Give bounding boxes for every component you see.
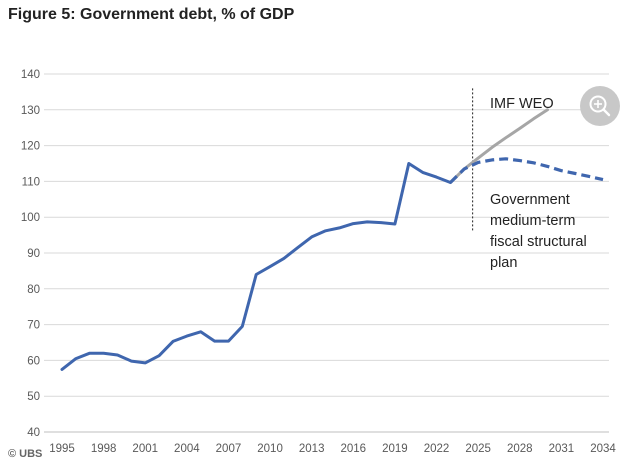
y-tick-label-120: 120 [21, 141, 40, 153]
series-line-0 [60, 162, 452, 371]
x-tick-label-2028: 2028 [507, 443, 533, 455]
y-tick-label-90: 90 [27, 248, 40, 260]
annotation-imf-weo: IMF WEO [490, 96, 554, 112]
series-lines [60, 108, 604, 371]
annotation-government-plan-line-1: medium-term [490, 213, 575, 229]
y-tick-label-40: 40 [27, 427, 40, 439]
axis-ticks: 40 50 60 70 80 90 100 110 120 130 140 1995 1998 2001 2… [21, 69, 617, 455]
x-tick-label-2001: 2001 [132, 443, 158, 455]
x-tick-label-2013: 2013 [299, 443, 325, 455]
y-tick-label-110: 110 [22, 176, 40, 188]
x-tick-label-2034: 2034 [590, 443, 616, 455]
annotation-government-plan-line-0: Government [490, 192, 570, 208]
zoom-button[interactable] [580, 86, 620, 126]
y-tick-label-80: 80 [27, 284, 40, 296]
x-tick-label-1995: 1995 [49, 443, 75, 455]
y-tick-label-50: 50 [27, 391, 40, 403]
y-tick-label-100: 100 [21, 212, 40, 224]
x-tick-label-2019: 2019 [382, 443, 408, 455]
y-tick-label-130: 130 [21, 105, 40, 117]
x-tick-label-2016: 2016 [341, 443, 367, 455]
source-watermark: © UBS [8, 448, 42, 460]
source-label: © UBS [8, 448, 42, 460]
x-tick-label-2025: 2025 [465, 443, 491, 455]
y-tick-label-140: 140 [21, 69, 40, 81]
x-tick-label-2007: 2007 [216, 443, 242, 455]
y-tick-label-60: 60 [27, 355, 40, 367]
x-tick-label-2022: 2022 [424, 443, 450, 455]
x-tick-label-2031: 2031 [549, 443, 575, 455]
annotation-government-plan-line-3: plan [490, 255, 517, 271]
annotations: IMF WEO Government medium-term fiscal struc… [490, 96, 587, 271]
gridlines [44, 73, 609, 433]
x-tick-label-2010: 2010 [257, 443, 283, 455]
y-tick-label-70: 70 [27, 320, 40, 332]
x-tick-label-1998: 1998 [91, 443, 117, 455]
zoom-in-icon[interactable] [589, 95, 611, 117]
x-tick-label-2004: 2004 [174, 443, 200, 455]
annotation-government-plan-line-2: fiscal structural [490, 234, 587, 250]
series-line-1 [449, 157, 604, 184]
series-line-2 [448, 108, 549, 184]
figure-title: Figure 5: Government debt, % of GDP [8, 6, 295, 23]
zoom-button-bg[interactable] [580, 86, 620, 126]
